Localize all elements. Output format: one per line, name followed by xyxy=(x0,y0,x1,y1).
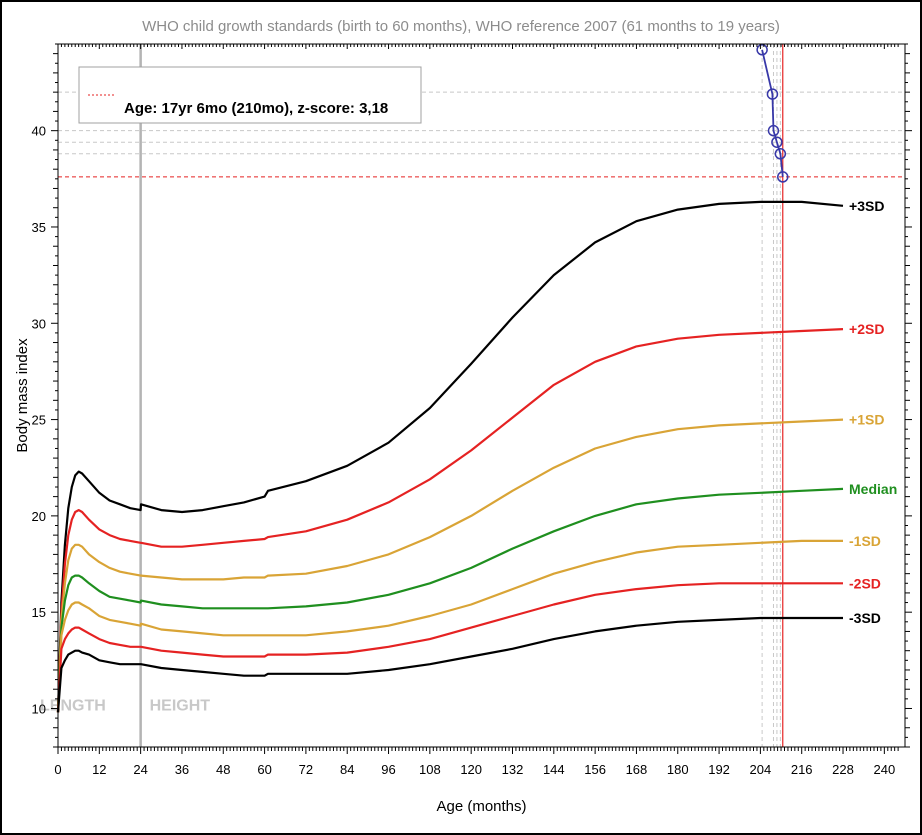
series-layer xyxy=(56,44,844,713)
patient-point xyxy=(777,171,789,183)
y-axis: 10 15 20 25 30 35 40 xyxy=(32,43,912,748)
y-axis-title: Body mass index xyxy=(14,338,31,453)
x-axis: 0 12 24 36 48 60 72 84 96 108 120 132 144 156 168 180 19… xyxy=(54,44,899,777)
series-line-plus1sd xyxy=(56,418,844,713)
x-tick-label: 240 xyxy=(873,762,895,777)
y-tick-label: 10 xyxy=(32,701,46,716)
patient-point xyxy=(766,88,779,100)
legend-box xyxy=(78,66,422,124)
series-label: Median xyxy=(849,481,897,497)
series-line-median xyxy=(56,487,844,713)
x-tick-label: 228 xyxy=(832,762,854,777)
y-tick-label: 30 xyxy=(32,316,46,331)
series-label: +3SD xyxy=(849,198,884,214)
reference-grid: LENGTH HEIGHT xyxy=(40,44,905,747)
series-label: -2SD xyxy=(849,575,881,591)
series-labels: +3SD +2SD +1SD Median -1SD -2SD -3SD xyxy=(849,198,897,626)
x-tick-label: 72 xyxy=(299,762,313,777)
legend: Age: 17yr 6mo (210mo), z-score: 3,18 xyxy=(78,66,422,124)
x-tick-label: 24 xyxy=(133,762,147,777)
series-line-minus1sd xyxy=(56,539,843,713)
series-line-minus2sd xyxy=(56,582,843,713)
x-tick-label: 132 xyxy=(502,762,524,777)
x-tick-label: 156 xyxy=(584,762,606,777)
chart-title: WHO child growth standards (birth to 60 … xyxy=(142,18,780,35)
series-label: -3SD xyxy=(849,610,881,626)
x-tick-label: 204 xyxy=(750,762,772,777)
section-label-height: HEIGHT xyxy=(150,697,211,714)
series-line-minus3sd xyxy=(56,616,843,713)
x-tick-label: 180 xyxy=(667,762,689,777)
series-line-plus2sd xyxy=(56,328,844,713)
x-tick-label: 192 xyxy=(708,762,730,777)
x-tick-label: 108 xyxy=(419,762,441,777)
x-tick-label: 144 xyxy=(543,762,565,777)
x-tick-label: 0 xyxy=(54,762,61,777)
section-label-length: LENGTH xyxy=(40,697,106,714)
x-tick-label: 120 xyxy=(460,762,482,777)
x-tick-label: 84 xyxy=(340,762,354,777)
y-tick-label: 40 xyxy=(32,124,46,139)
legend-text: Age: 17yr 6mo (210mo), z-score: 3,18 xyxy=(124,100,388,117)
y-tick-label: 35 xyxy=(32,220,46,235)
patient-point xyxy=(774,148,787,160)
x-tick-label: 12 xyxy=(92,762,106,777)
series-label: -1SD xyxy=(849,533,881,549)
x-tick-label: 36 xyxy=(175,762,189,777)
x-tick-label: 96 xyxy=(381,762,395,777)
y-tick-label: 15 xyxy=(32,605,46,620)
series-label: +1SD xyxy=(849,412,884,428)
series-label: +2SD xyxy=(849,321,884,337)
x-tick-label: 168 xyxy=(626,762,648,777)
patient-point xyxy=(756,44,768,56)
patient-line xyxy=(761,49,784,177)
x-tick-label: 216 xyxy=(791,762,813,777)
x-axis-title: Age (months) xyxy=(436,798,526,815)
y-tick-label: 20 xyxy=(32,509,46,524)
x-tick-label: 60 xyxy=(257,762,271,777)
patient-point xyxy=(767,124,780,137)
x-tick-label: 48 xyxy=(216,762,230,777)
patient-point xyxy=(771,136,783,148)
series-line-plus3sd xyxy=(56,200,844,713)
y-tick-label: 25 xyxy=(32,413,46,428)
